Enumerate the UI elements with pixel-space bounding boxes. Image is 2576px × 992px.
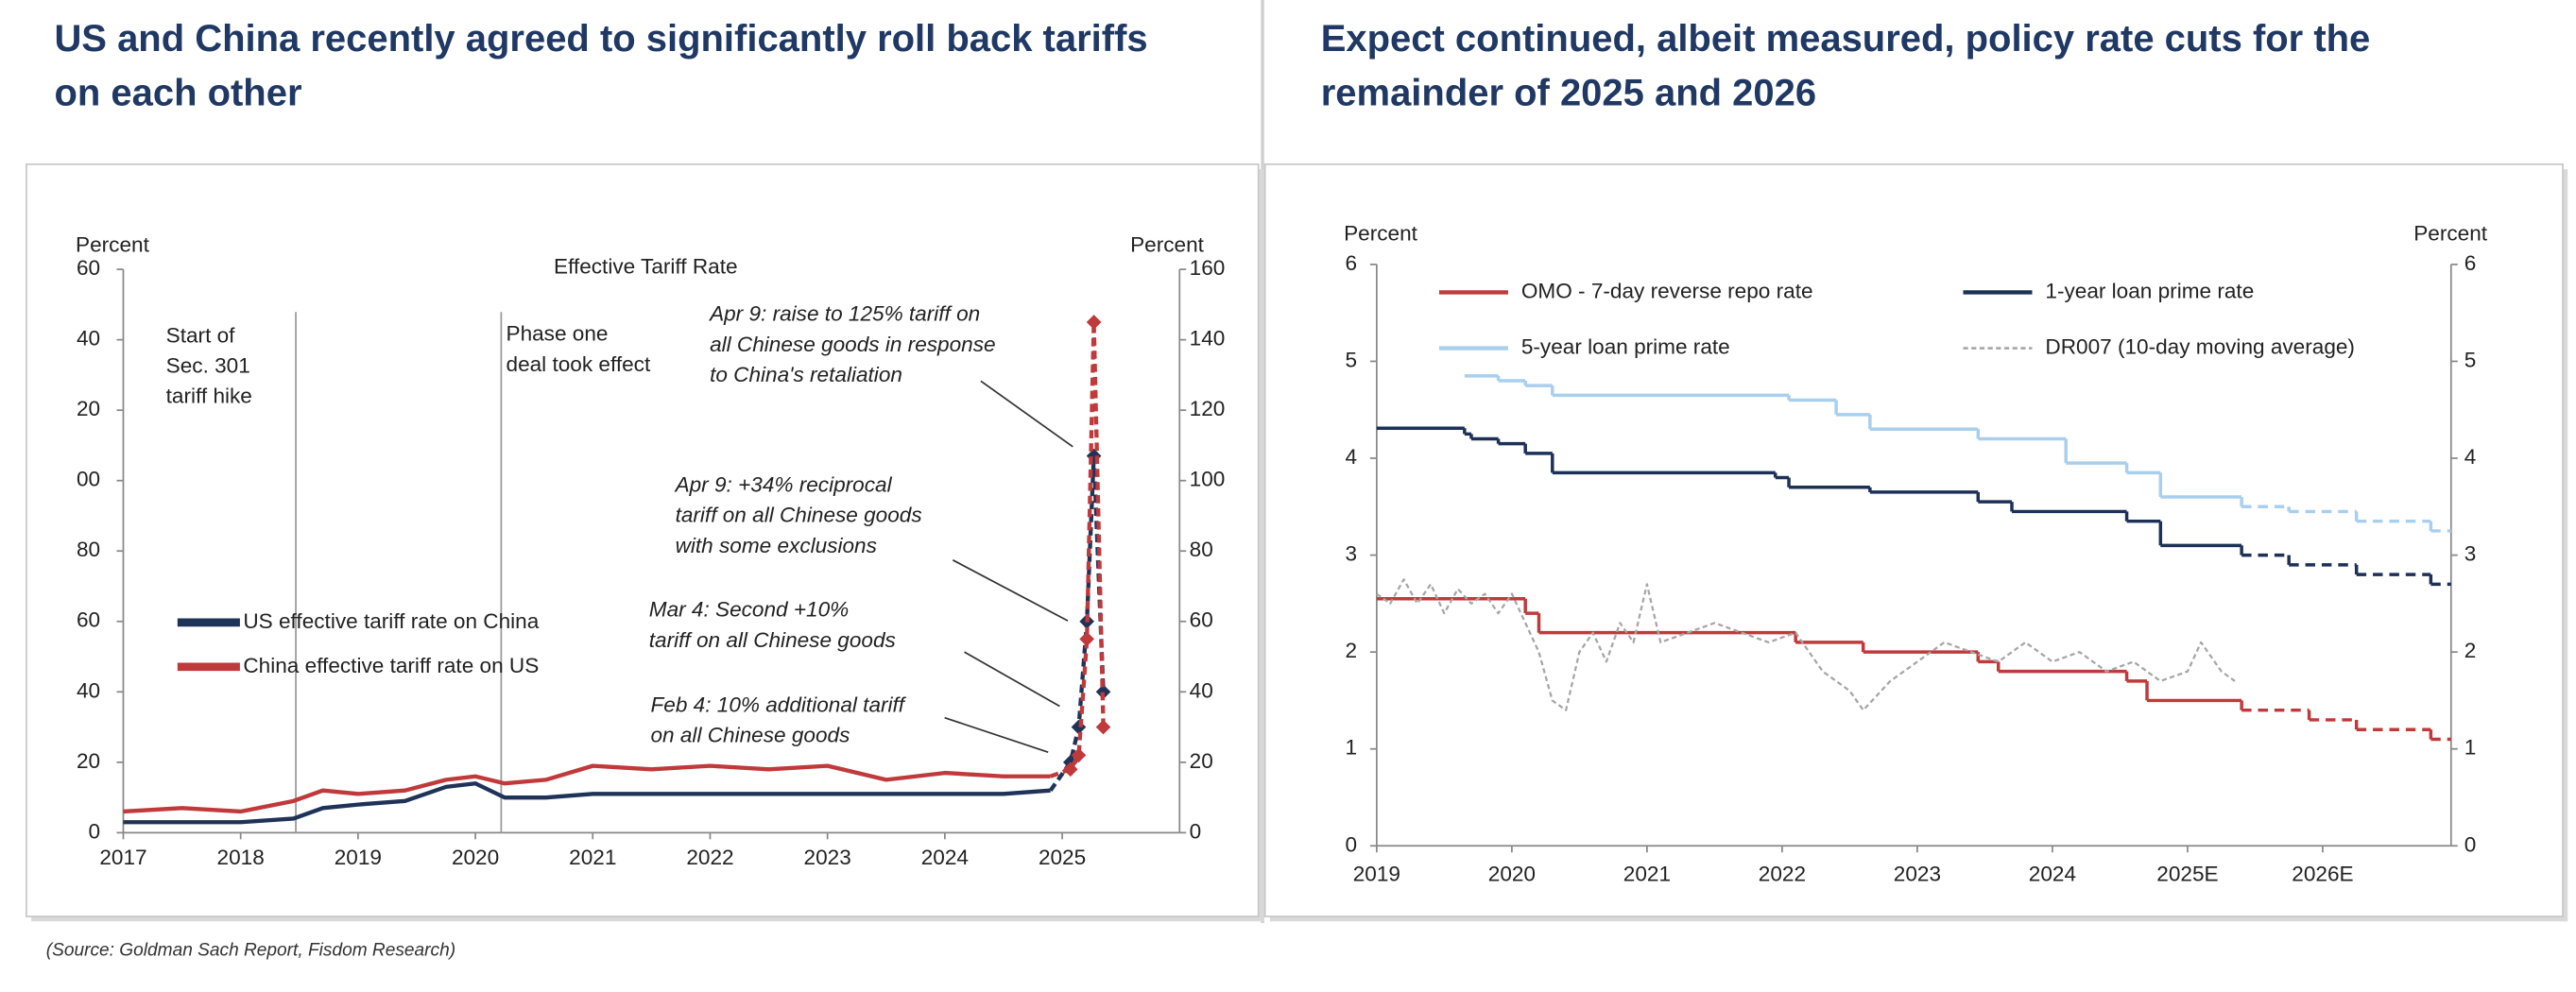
x-tick-label: 2019	[1353, 863, 1400, 886]
x-tick-label: 2024	[921, 846, 969, 869]
annotation: Mar 4: Second +10%	[649, 598, 849, 622]
x-tick-label: 2026E	[2292, 863, 2353, 886]
x-tick-label: 2024	[2029, 863, 2076, 886]
annotation: tariff on all Chinese goods	[649, 628, 896, 652]
y2-tick-label: 60	[1190, 608, 1213, 632]
y2-tick-label: 20	[1190, 749, 1213, 773]
y-tick-label: 0	[1345, 832, 1357, 856]
y-tick-label: 80	[77, 538, 100, 561]
annotation: Apr 9: raise to 125% tariff on	[708, 302, 980, 326]
y2-tick-label: 80	[1190, 538, 1213, 561]
y-tick-label: 60	[77, 256, 100, 280]
y2-tick-label: 3	[2464, 542, 2477, 566]
panel-title: on each other	[54, 72, 301, 113]
series-line	[123, 763, 1051, 814]
diamond-marker	[1086, 315, 1102, 330]
chart-subtitle: Effective Tariff Rate	[554, 254, 738, 278]
y-tick-label: 0	[89, 819, 101, 843]
x-tick-label: 2023	[804, 846, 851, 869]
y-tick-label: 00	[77, 468, 100, 491]
legend-label: 5-year loan prime rate	[1521, 335, 1730, 359]
legend-label: OMO - 7-day reverse repo rate	[1521, 279, 1813, 302]
legend-label: US effective tariff rate on China	[243, 609, 539, 633]
x-tick-label: 2017	[99, 846, 146, 869]
y2-tick-label: 6	[2464, 251, 2477, 275]
y-tick-label: 40	[77, 678, 100, 702]
y2-axis-label: Percent	[1130, 233, 1205, 257]
x-tick-label: 2020	[452, 846, 499, 869]
y-tick-label: 3	[1345, 542, 1357, 566]
panel	[26, 162, 1260, 917]
annotation-leader	[980, 380, 1073, 448]
panel	[1263, 162, 2564, 917]
y2-tick-label: 120	[1190, 397, 1226, 420]
y-tick-label: 20	[77, 397, 100, 420]
series-line	[1376, 578, 2236, 711]
x-tick-label: 2020	[1488, 863, 1536, 886]
y-tick-label: 1	[1345, 736, 1357, 760]
annotation-leader	[944, 716, 1049, 754]
source-note: (Source: Goldman Sach Report, Fisdom Res…	[46, 941, 455, 961]
y-tick-label: 5	[1345, 348, 1357, 371]
y2-tick-label: 160	[1190, 256, 1226, 280]
annotation-leader	[952, 559, 1069, 622]
panel-title: US and China recently agreed to signific…	[54, 18, 1147, 60]
legend-label: China effective tariff rate on US	[243, 654, 539, 677]
x-tick-label: 2023	[1894, 863, 1941, 886]
event-label: Phase one	[507, 322, 609, 346]
y-axis-label: Percent	[76, 233, 150, 257]
event-label: deal took effect	[507, 352, 651, 376]
panel-title: Expect continued, albeit measured, polic…	[1321, 18, 2371, 60]
event-label: tariff hike	[166, 385, 252, 408]
annotation: with some exclusions	[676, 534, 877, 557]
diamond-marker	[1062, 761, 1078, 778]
x-tick-label: 2019	[335, 846, 382, 869]
series-line	[123, 781, 1051, 825]
x-tick-label: 2018	[217, 846, 265, 869]
y2-tick-label: 140	[1190, 327, 1226, 351]
y-tick-label: 40	[77, 327, 100, 351]
x-tick-label: 2021	[569, 846, 616, 869]
x-tick-label: 2025E	[2156, 863, 2218, 886]
y2-tick-label: 0	[1190, 819, 1202, 843]
y2-tick-label: 0	[2464, 832, 2477, 856]
y-tick-label: 4	[1345, 445, 1357, 469]
annotation-leader	[964, 651, 1060, 708]
annotation: all Chinese goods in response	[710, 333, 996, 356]
x-tick-label: 2021	[1623, 863, 1671, 886]
y2-tick-label: 100	[1190, 468, 1226, 491]
y2-tick-label: 1	[2464, 736, 2477, 760]
y2-axis-label: Percent	[2413, 222, 2488, 246]
x-tick-label: 2025	[1039, 846, 1086, 869]
y-tick-label: 2	[1345, 639, 1357, 662]
panel-title: remainder of 2025 and 2026	[1321, 72, 1816, 113]
y2-tick-label: 2	[2464, 639, 2477, 662]
diamond-marker	[1071, 747, 1087, 763]
y-tick-label: 60	[77, 608, 100, 632]
x-tick-label: 2022	[1759, 863, 1806, 886]
y2-tick-label: 40	[1190, 678, 1213, 702]
y2-tick-label: 5	[2464, 348, 2477, 371]
y-axis-label: Percent	[1344, 222, 1418, 246]
annotation: to China's retaliation	[710, 363, 902, 386]
x-tick-label: 2022	[686, 846, 733, 869]
legend-label: DR007 (10-day moving average)	[2045, 335, 2355, 359]
event-label: Start of	[166, 323, 236, 347]
annotation: tariff on all Chinese goods	[676, 504, 922, 527]
event-label: Sec. 301	[166, 354, 250, 378]
y-tick-label: 6	[1345, 251, 1357, 275]
legend-label: 1-year loan prime rate	[2045, 279, 2254, 302]
y-tick-label: 20	[77, 749, 100, 773]
annotation: Apr 9: +34% reciprocal	[674, 473, 893, 497]
annotation: Feb 4: 10% additional tariff	[650, 693, 906, 716]
annotation: on all Chinese goods	[650, 724, 850, 747]
y2-tick-label: 4	[2464, 445, 2477, 469]
